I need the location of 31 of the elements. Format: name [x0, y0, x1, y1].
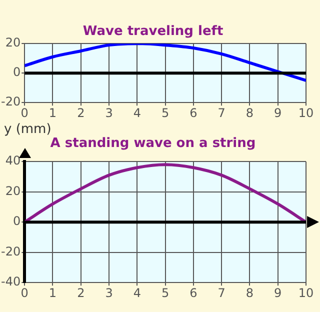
x-tick-label: 8: [246, 106, 254, 120]
x-tick-label: 7: [218, 286, 226, 300]
x-tick-label: 8: [246, 286, 254, 300]
y-tick-label: 0: [12, 214, 21, 228]
x-tick-label: 6: [190, 106, 198, 120]
x-tick-label: 5: [161, 286, 170, 300]
x-tick-label: 5: [161, 106, 170, 120]
y-axis-title: y (mm): [4, 122, 52, 137]
x-tick-label: 10: [298, 106, 314, 120]
x-tick-label: 1: [48, 106, 57, 120]
x-tick-label: 2: [77, 106, 85, 120]
y-tick-label: 20: [5, 36, 21, 50]
x-tick-label: 10: [298, 286, 314, 300]
x-tick-label: 3: [105, 286, 113, 300]
x-tick-label: 1: [48, 286, 57, 300]
x-tick-label: 9: [274, 286, 282, 300]
y-tick-label: -40: [0, 274, 21, 289]
chart-title: A standing wave on a string: [50, 136, 256, 152]
x-tick-label: 3: [105, 106, 113, 120]
chart-title: Wave traveling left: [82, 24, 224, 40]
x-tick-label: 2: [77, 286, 85, 300]
y-tick-label: -20: [0, 94, 21, 109]
x-tick-label: 6: [190, 286, 198, 300]
y-tick-label: -20: [0, 244, 21, 258]
y-tick-label: 0: [12, 65, 21, 80]
x-tick-label: 7: [218, 106, 226, 120]
y-tick-label: 40: [5, 154, 21, 168]
x-tick-label: 4: [133, 106, 141, 120]
x-tick-label: 4: [133, 286, 141, 300]
x-tick-label: 9: [274, 106, 282, 120]
y-tick-label: 20: [5, 184, 21, 198]
